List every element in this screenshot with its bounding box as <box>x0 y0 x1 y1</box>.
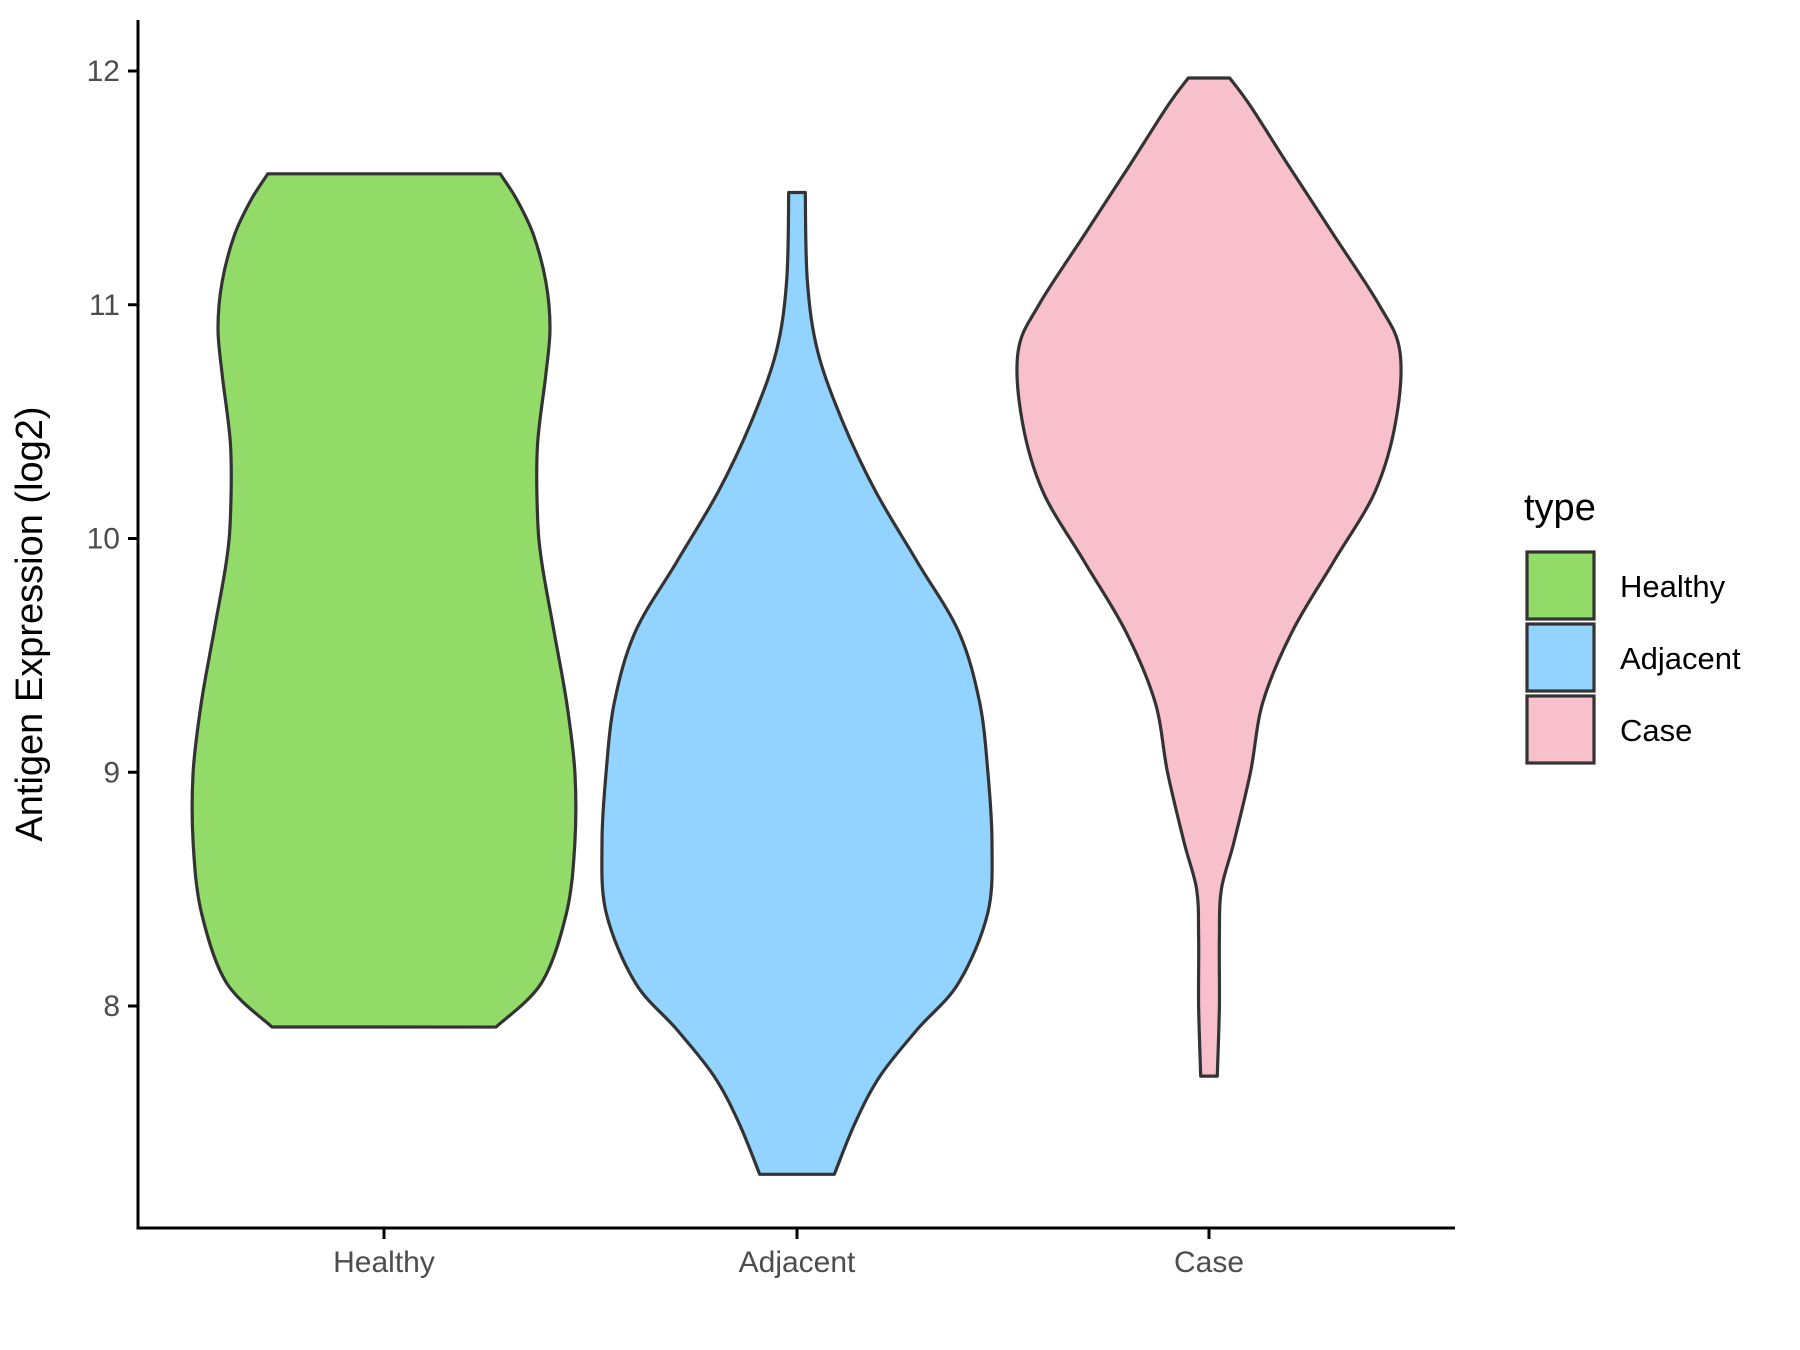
y-axis-title: Antigen Expression (log2) <box>9 406 51 841</box>
legend-key-healthy <box>1525 550 1596 621</box>
violin-case <box>1015 76 1403 1078</box>
legend-label-healthy: Healthy <box>1620 569 1726 604</box>
legend-key-case <box>1525 694 1596 765</box>
legend-label-case: Case <box>1620 713 1692 748</box>
legend-key-adjacent <box>1525 622 1596 693</box>
violin-adjacent <box>600 190 994 1176</box>
x-tick-label: Case <box>1174 1246 1244 1279</box>
y-tick-label: 9 <box>103 756 120 789</box>
violin-healthy <box>190 172 578 1029</box>
y-axis-ticks: 8 9 10 11 12 <box>87 55 138 1023</box>
y-tick-label: 11 <box>89 289 120 322</box>
legend: type Healthy Adjacent Case <box>1524 487 1741 765</box>
legend-title: type <box>1524 487 1596 529</box>
x-tick-label: Healthy <box>333 1246 435 1279</box>
violins-group <box>190 76 1403 1176</box>
y-tick-label: 8 <box>103 990 120 1023</box>
x-tick-label: Adjacent <box>739 1246 856 1279</box>
x-axis-ticks: Healthy Adjacent Case <box>333 1228 1244 1279</box>
legend-label-adjacent: Adjacent <box>1620 641 1741 676</box>
y-tick-label: 12 <box>87 55 120 88</box>
y-tick-label: 10 <box>87 523 120 556</box>
